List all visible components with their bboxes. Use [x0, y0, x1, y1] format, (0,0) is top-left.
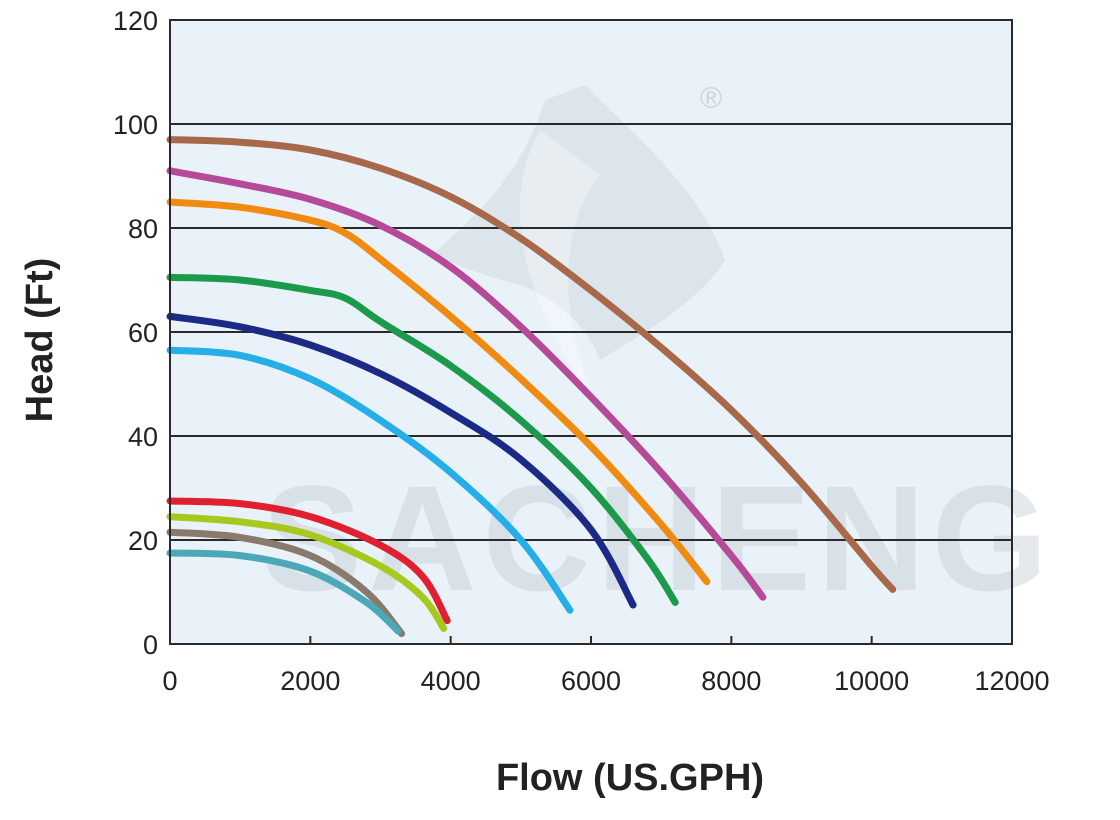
pump-curve-2	[166, 167, 767, 601]
pump-curve-7	[166, 497, 451, 625]
y-tick-label: 60	[128, 318, 158, 348]
watermark-logo-shape	[432, 85, 725, 360]
y-tick-label: 120	[113, 6, 158, 36]
pump-curve-9	[166, 528, 406, 638]
watermark: ® SACHENG	[262, 82, 1054, 622]
x-axis-ticks: 0 2000 4000 6000 8000 10000 12000	[162, 636, 1050, 696]
y-tick-label: 0	[143, 630, 158, 660]
pump-curve-3	[166, 198, 711, 586]
watermark-registered-mark: ®	[700, 82, 722, 115]
x-tick-label: 6000	[561, 666, 621, 696]
x-tick-label: 2000	[280, 666, 340, 696]
watermark-brand-text: SACHENG	[262, 454, 1054, 622]
pump-curve-5	[166, 312, 637, 609]
pump-curve-8	[166, 513, 448, 632]
pump-curve-4	[166, 273, 679, 606]
x-axis-title: Flow (US.GPH)	[496, 757, 764, 799]
x-tick-label: 12000	[974, 666, 1049, 696]
pump-curves	[166, 136, 897, 638]
x-tick-label: 0	[162, 666, 177, 696]
pump-curve-6	[166, 346, 574, 614]
pump-curve-1	[166, 136, 897, 593]
grid-lines	[170, 123, 1012, 541]
x-tick-label: 4000	[421, 666, 481, 696]
pump-curve-10	[166, 549, 402, 635]
y-tick-label: 40	[128, 422, 158, 452]
y-axis-ticks: 0 20 40 60 80 100 120	[113, 6, 158, 660]
y-tick-label: 20	[128, 526, 158, 556]
y-tick-label: 100	[113, 110, 158, 140]
x-tick-label: 10000	[834, 666, 909, 696]
y-tick-label: 80	[128, 214, 158, 244]
y-axis-title: Head (Ft)	[19, 258, 61, 423]
x-tick-label: 8000	[701, 666, 761, 696]
